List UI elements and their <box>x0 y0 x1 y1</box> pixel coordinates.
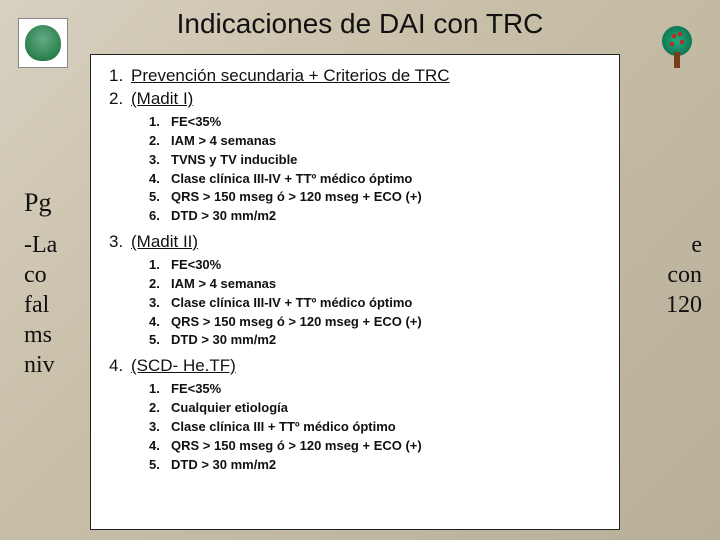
item-text: DTD > 30 mm/m2 <box>171 208 276 223</box>
item-text: QRS > 150 mseg ó > 120 mseg + ECO (+) <box>171 314 422 329</box>
bg-text-ms: ms <box>24 322 52 349</box>
bg-text-co: co <box>24 262 47 289</box>
section-heading: 3.(Madit II) <box>109 232 605 252</box>
item-text: DTD > 30 mm/m2 <box>171 457 276 472</box>
section-heading: 2.(Madit I) <box>109 89 605 109</box>
item-number: 3. <box>149 151 171 170</box>
section-title: Prevención secundaria + Criterios de TRC <box>131 66 450 85</box>
list-item: 4.QRS > 150 mseg ó > 120 mseg + ECO (+) <box>149 437 605 456</box>
item-number: 2. <box>149 399 171 418</box>
item-number: 6. <box>149 207 171 226</box>
section-title: (Madit I) <box>131 89 193 108</box>
content-box: 1.Prevención secundaria + Criterios de T… <box>90 54 620 530</box>
item-number: 1. <box>149 256 171 275</box>
item-number: 2. <box>149 275 171 294</box>
item-number: 4. <box>149 313 171 332</box>
list-item: 3.Clase clínica III-IV + TTº médico ópti… <box>149 294 605 313</box>
list-item: 1.FE<30% <box>149 256 605 275</box>
section-heading: 1.Prevención secundaria + Criterios de T… <box>109 66 605 86</box>
bg-text-e: e <box>691 232 702 259</box>
item-number: 5. <box>149 331 171 350</box>
item-number: 5. <box>149 188 171 207</box>
list-item: 3.TVNS y TV inducible <box>149 151 605 170</box>
title-bar: Indicaciones de DAI con TRC <box>0 0 720 48</box>
list-item: 3.Clase clínica III + TTº médico óptimo <box>149 418 605 437</box>
list-item: 2.IAM > 4 semanas <box>149 132 605 151</box>
item-number: 2. <box>149 132 171 151</box>
item-text: FE<35% <box>171 381 221 396</box>
item-text: Clase clínica III-IV + TTº médico óptimo <box>171 171 412 186</box>
item-text: Clase clínica III-IV + TTº médico óptimo <box>171 295 412 310</box>
bg-text-niv: niv <box>24 352 55 379</box>
section-sub-list: 1.FE<35%2.Cualquier etiología3.Clase clí… <box>149 380 605 474</box>
section-title: (SCD- He.TF) <box>131 356 236 375</box>
bg-text-fal: fal <box>24 292 49 319</box>
list-item: 6.DTD > 30 mm/m2 <box>149 207 605 226</box>
item-number: 4. <box>149 437 171 456</box>
item-text: QRS > 150 mseg ó > 120 mseg + ECO (+) <box>171 438 422 453</box>
list-item: 5.DTD > 30 mm/m2 <box>149 456 605 475</box>
section-heading: 4.(SCD- He.TF) <box>109 356 605 376</box>
section-number: 1. <box>109 66 131 86</box>
bg-text-la: -La <box>24 232 57 259</box>
section-sub-list: 1.FE<35%2.IAM > 4 semanas3.TVNS y TV ind… <box>149 113 605 226</box>
section-title: (Madit II) <box>131 232 198 251</box>
list-item: 4.QRS > 150 mseg ó > 120 mseg + ECO (+) <box>149 313 605 332</box>
item-number: 1. <box>149 380 171 399</box>
item-text: FE<35% <box>171 114 221 129</box>
page-title: Indicaciones de DAI con TRC <box>177 8 544 40</box>
item-text: QRS > 150 mseg ó > 120 mseg + ECO (+) <box>171 189 422 204</box>
item-number: 1. <box>149 113 171 132</box>
item-number: 4. <box>149 170 171 189</box>
tree-logo <box>656 10 698 68</box>
list-item: 2.Cualquier etiología <box>149 399 605 418</box>
item-number: 3. <box>149 418 171 437</box>
list-item: 2.IAM > 4 semanas <box>149 275 605 294</box>
item-text: TVNS y TV inducible <box>171 152 297 167</box>
bg-text-pg: Pg <box>24 188 51 218</box>
item-text: FE<30% <box>171 257 221 272</box>
item-text: DTD > 30 mm/m2 <box>171 332 276 347</box>
item-number: 3. <box>149 294 171 313</box>
section-number: 3. <box>109 232 131 252</box>
item-text: IAM > 4 semanas <box>171 276 276 291</box>
section-number: 4. <box>109 356 131 376</box>
bg-text-120: 120 <box>666 292 702 319</box>
list-item: 5.QRS > 150 mseg ó > 120 mseg + ECO (+) <box>149 188 605 207</box>
list-item: 5.DTD > 30 mm/m2 <box>149 331 605 350</box>
item-number: 5. <box>149 456 171 475</box>
item-text: IAM > 4 semanas <box>171 133 276 148</box>
list-item: 4.Clase clínica III-IV + TTº médico ópti… <box>149 170 605 189</box>
section-number: 2. <box>109 89 131 109</box>
list-item: 1.FE<35% <box>149 380 605 399</box>
section-sub-list: 1.FE<30%2.IAM > 4 semanas3.Clase clínica… <box>149 256 605 350</box>
hospital-logo <box>18 18 68 68</box>
bg-text-con: con <box>667 262 702 289</box>
item-text: Clase clínica III + TTº médico óptimo <box>171 419 396 434</box>
item-text: Cualquier etiología <box>171 400 288 415</box>
list-item: 1.FE<35% <box>149 113 605 132</box>
